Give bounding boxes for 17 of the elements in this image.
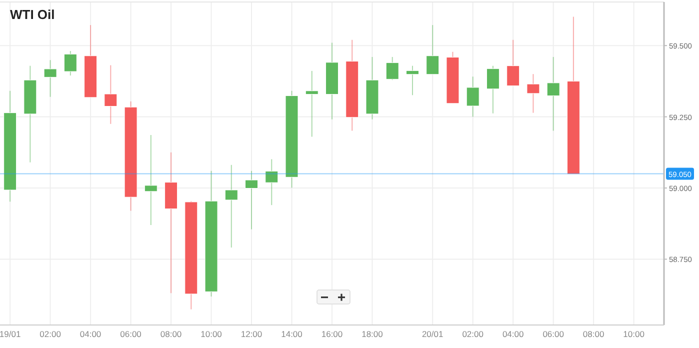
x-tick-label: 04:00	[80, 329, 102, 339]
x-tick-label: 08:00	[160, 329, 182, 339]
x-tick-label: 08:00	[582, 329, 604, 339]
x-tick-label: 06:00	[120, 329, 142, 339]
x-tick-label: 19/01	[0, 329, 21, 339]
x-tick-label: 06:00	[542, 329, 564, 339]
x-tick-label: 10:00	[623, 329, 645, 339]
chart-title: WTI Oil	[10, 7, 55, 22]
x-tick-label: 20/01	[422, 329, 444, 339]
x-tick-label: 02:00	[462, 329, 484, 339]
x-tick-label: 16:00	[321, 329, 343, 339]
x-tick-label: 10:00	[200, 329, 222, 339]
x-tick-label: 12:00	[240, 329, 262, 339]
x-tick-label: 04:00	[502, 329, 524, 339]
x-tick-label: 18:00	[362, 329, 384, 339]
x-tick-label: 02:00	[40, 329, 62, 339]
x-tick-label: 14:00	[281, 329, 303, 339]
